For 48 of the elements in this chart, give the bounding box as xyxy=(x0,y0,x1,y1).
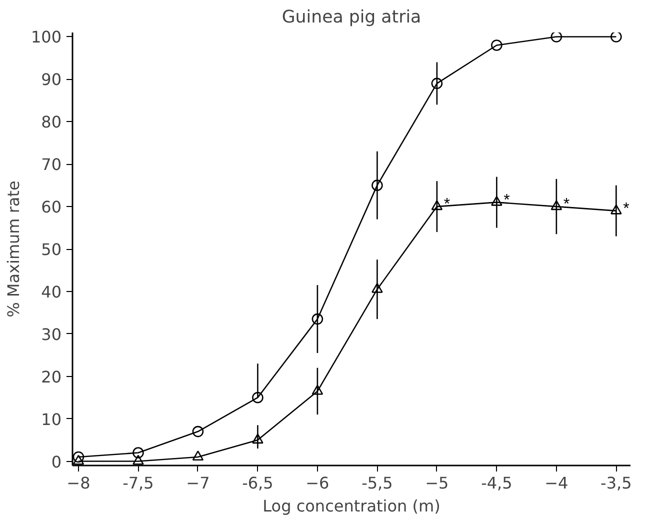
y-axis-title: % Maximum rate xyxy=(4,180,23,318)
x-axis-title: Log concentration (m) xyxy=(262,496,440,516)
point xyxy=(491,40,502,51)
point xyxy=(491,196,502,206)
x-tick-label: -3,5 xyxy=(600,474,632,492)
point xyxy=(132,454,144,465)
annotation: * xyxy=(563,196,570,214)
point xyxy=(431,200,443,210)
point xyxy=(550,200,562,210)
point xyxy=(192,426,204,438)
x-tick-label: -5,5 xyxy=(362,474,393,492)
annotation: * xyxy=(444,196,450,214)
y-tick-label: 20 xyxy=(41,367,62,386)
chart-title: Guinea pig atria xyxy=(282,8,422,28)
point xyxy=(252,434,264,444)
point xyxy=(431,78,443,90)
x-tick-label: −4 xyxy=(544,474,568,492)
y-tick-label: 50 xyxy=(41,240,62,259)
point xyxy=(72,454,84,465)
y-tick-label: 10 xyxy=(41,410,62,429)
x-tick-label: −8 xyxy=(66,474,90,492)
y-tick-label: 40 xyxy=(41,282,62,302)
point xyxy=(610,32,622,42)
point xyxy=(610,204,622,214)
y-tick-label: 80 xyxy=(41,112,62,132)
x-tick-label: −7 xyxy=(186,474,210,492)
y-tick-label: 30 xyxy=(41,324,62,344)
x-tick-label: -6,5 xyxy=(242,474,274,492)
point xyxy=(550,32,562,42)
point xyxy=(312,313,324,325)
y-tick-label: 90 xyxy=(41,70,62,90)
x-tick-label: -7,5 xyxy=(122,474,154,492)
annotation: * xyxy=(504,192,510,209)
y-tick-label: 60 xyxy=(41,198,62,217)
y-tick-label: 0 xyxy=(51,452,62,472)
point xyxy=(192,450,204,461)
y-tick-label: 100 xyxy=(30,28,62,47)
annotation: * xyxy=(623,200,630,218)
x-tick-label: −6 xyxy=(306,474,330,492)
point xyxy=(252,392,264,404)
x-tick-label: −5 xyxy=(425,474,449,492)
point xyxy=(72,451,84,463)
point xyxy=(372,180,383,191)
x-tick-label: -4,5 xyxy=(481,474,512,492)
point xyxy=(132,447,144,458)
y-tick-label: 70 xyxy=(41,155,62,174)
point xyxy=(372,282,383,293)
point xyxy=(312,384,324,395)
